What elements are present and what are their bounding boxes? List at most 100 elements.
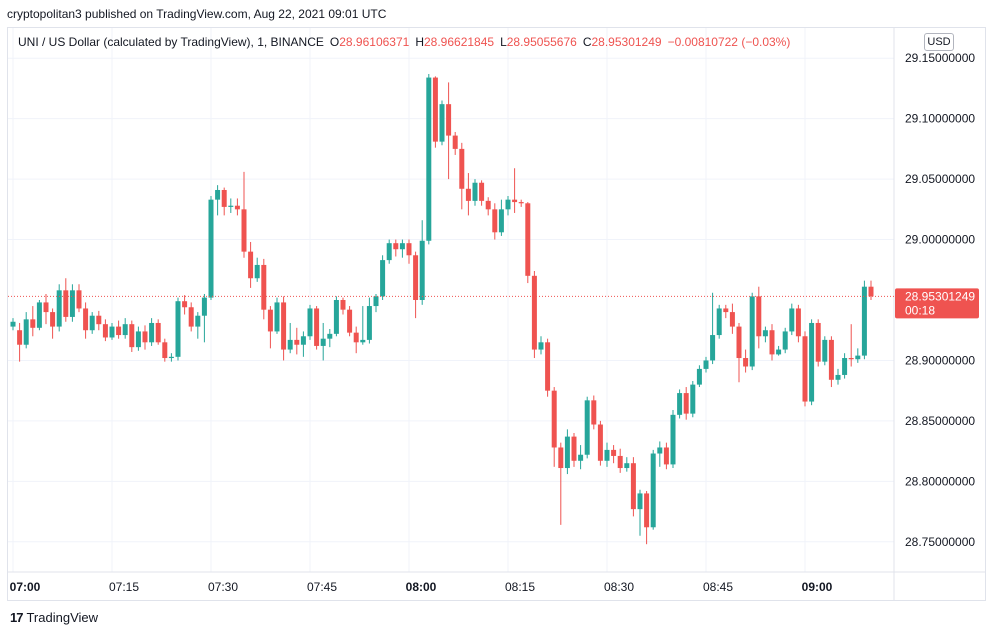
candle-body xyxy=(241,209,247,252)
candle-body xyxy=(281,302,287,350)
candle-body xyxy=(413,255,419,300)
candle-body xyxy=(314,308,320,346)
candle-body xyxy=(789,308,795,332)
candle-body xyxy=(366,306,372,340)
candle-body xyxy=(360,339,366,343)
candle-body xyxy=(637,493,643,510)
candle-body xyxy=(69,290,75,317)
candle-body xyxy=(650,453,656,528)
candle-body xyxy=(644,493,650,528)
candle-body xyxy=(729,312,735,327)
candle-body xyxy=(109,326,115,338)
candle-body xyxy=(439,104,445,142)
candle-body xyxy=(168,356,174,359)
candle-body xyxy=(201,297,207,316)
candle-body xyxy=(531,275,537,350)
candle-body xyxy=(815,322,821,362)
currency-button[interactable]: USD xyxy=(924,33,954,51)
candle-body xyxy=(373,296,379,307)
candle-body xyxy=(584,400,590,455)
candle-body xyxy=(512,199,518,203)
candle-body xyxy=(591,400,597,425)
y-tick-label: 29.00000000 xyxy=(905,233,975,247)
candle-body xyxy=(624,463,630,469)
candle-body xyxy=(670,414,676,465)
candle-body xyxy=(380,260,386,297)
candle-body xyxy=(195,315,201,327)
published-by-line: cryptopolitan3 published on TradingView.… xyxy=(7,7,387,21)
candle-body xyxy=(175,301,181,357)
candle-body xyxy=(802,336,808,402)
last-price-label: 28.95301249 xyxy=(905,289,975,303)
candle-body xyxy=(617,455,623,469)
candle-body xyxy=(498,209,504,233)
candle-body xyxy=(426,77,432,241)
candle-body xyxy=(597,424,603,461)
ohlc-legend: UNI / US Dollar (calculated by TradingVi… xyxy=(18,35,790,49)
candle-body xyxy=(320,338,326,346)
candle-body xyxy=(782,331,788,350)
candle-body xyxy=(135,331,141,348)
low-label: L xyxy=(500,35,507,49)
candle-body xyxy=(267,309,273,332)
candle-body xyxy=(571,436,577,461)
candle-body xyxy=(558,447,564,469)
tradingview-brand[interactable]: 17 TradingView xyxy=(10,610,98,625)
candle-body xyxy=(505,199,511,210)
candle-body xyxy=(795,308,801,337)
candle-body xyxy=(287,339,293,350)
candle-body xyxy=(696,368,702,385)
candle-body xyxy=(551,390,557,448)
candle-body xyxy=(861,286,867,356)
bar-countdown-label: 00:18 xyxy=(905,303,935,317)
candle-body xyxy=(155,322,161,343)
candle-body xyxy=(703,360,709,369)
symbol-description: UNI / US Dollar (calculated by TradingVi… xyxy=(18,35,324,49)
candle-body xyxy=(122,324,128,336)
high-label: H xyxy=(415,35,424,49)
candle-body xyxy=(657,447,663,454)
candle-body xyxy=(710,335,716,361)
candle-body xyxy=(736,326,742,359)
candle-body xyxy=(327,333,333,339)
candle-body xyxy=(340,300,346,310)
candle-body xyxy=(749,296,755,367)
candle-body xyxy=(479,182,485,201)
y-tick-label: 28.85000000 xyxy=(905,414,975,428)
candle-body xyxy=(96,315,102,325)
candle-body xyxy=(347,309,353,333)
candle-body xyxy=(716,308,722,336)
candle-body xyxy=(333,300,339,334)
candle-body xyxy=(17,330,23,345)
chart-frame xyxy=(7,27,986,601)
candle-body xyxy=(472,182,478,201)
candle-body xyxy=(564,436,570,469)
candle-body xyxy=(822,339,828,362)
x-tick-label: 07:15 xyxy=(109,580,139,594)
candle-body xyxy=(723,308,729,313)
candle-body xyxy=(36,302,42,328)
candle-body xyxy=(300,336,306,345)
close-label: C xyxy=(582,35,592,49)
candle-body xyxy=(538,342,544,350)
candle-body xyxy=(492,209,498,233)
candle-body xyxy=(809,322,815,402)
candle-body xyxy=(228,205,234,207)
candle-body xyxy=(307,308,313,337)
candle-body xyxy=(525,203,531,276)
candle-body xyxy=(188,307,194,327)
candle-body xyxy=(149,322,155,343)
candle-body xyxy=(261,264,267,310)
candle-body xyxy=(835,374,841,380)
y-tick-label: 29.10000000 xyxy=(905,112,975,126)
candle-body xyxy=(248,251,254,279)
candle-body xyxy=(129,324,135,348)
x-tick-label: 08:00 xyxy=(406,580,437,594)
candle-body xyxy=(452,135,458,149)
close-value: 28.95301249 xyxy=(591,35,662,49)
candle-body xyxy=(848,358,854,360)
candle-body xyxy=(215,189,221,200)
candle-body xyxy=(43,302,49,313)
y-tick-label: 29.05000000 xyxy=(905,172,975,186)
